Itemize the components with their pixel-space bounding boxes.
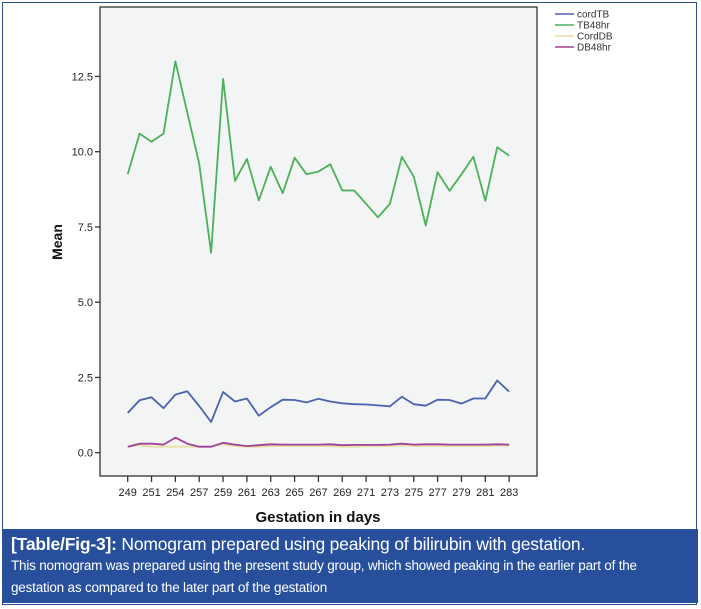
x-tick-label: 257 [190,487,208,499]
y-tick-label: 12.5 [72,71,93,83]
x-tick-label: 254 [166,487,184,499]
x-tick-label: 279 [452,487,470,499]
x-tick-label: 251 [142,487,160,499]
y-axis: 0.0 2.5 5.0 7.5 10.0 12.5 [72,71,100,460]
series-line-corddb [127,443,510,448]
series-line-cordtb [127,379,510,423]
x-tick-label: 267 [309,487,327,499]
legend-label: DB48hr [577,43,612,54]
x-tick-label: 273 [381,487,399,499]
y-tick-label: 10.0 [72,147,93,159]
y-axis-label: Mean [49,224,65,260]
y-tick-label: 5.0 [78,297,93,309]
series-lines [126,60,510,448]
series-line-tb48hr [126,60,510,254]
x-tick-label: 281 [476,487,494,499]
x-tick-label: 249 [119,487,137,499]
x-axis: 249 251 254 257 259 261 263 265 267 269 271 273 275 2… [119,476,518,499]
x-tick-label: 261 [238,487,256,499]
legend-label: CordDB [577,32,613,43]
y-tick-label: 0.0 [78,448,93,460]
line-chart: 0.02.55.07.510.012.5 249 251 254 257 259 261 2… [49,6,613,526]
x-tick-label: 265 [285,487,303,499]
figure-caption: [Table/Fig-3]: Nomogram prepared using p… [3,529,698,603]
x-tick-label: 275 [405,487,423,499]
x-tick-label: 283 [500,487,518,499]
legend-label: cordTB [577,10,610,21]
y-tick-label: 2.5 [78,372,93,384]
caption-title: Nomogram prepared using peaking of bilir… [116,534,586,554]
x-tick-label: 269 [333,487,351,499]
x-tick-label: 271 [357,487,375,499]
x-tick-label: 263 [262,487,280,499]
y-tick-label: 7.5 [78,222,93,234]
legend-label: TB48hr [577,21,610,32]
caption-body: This nomogram was prepared using the pre… [11,558,637,595]
x-tick-label: 277 [428,487,446,499]
x-tick-label: 259 [214,487,232,499]
caption-label: [Table/Fig-3]: [11,534,117,554]
series-line-db48hr [127,436,510,448]
x-axis-label: Gestation in days [255,509,380,526]
